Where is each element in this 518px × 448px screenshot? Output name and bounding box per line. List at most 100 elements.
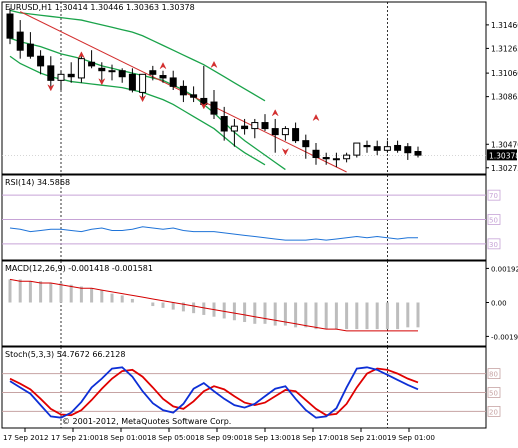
candle-body <box>251 122 259 130</box>
x-axis-label: 17 Sep 21:00 <box>51 433 99 442</box>
macd-tick-label: 0.001921 <box>491 265 518 273</box>
candle-body <box>353 142 361 156</box>
candle-body <box>77 58 85 79</box>
rsi-level-label: 50 <box>489 217 498 225</box>
candle <box>312 143 320 165</box>
candle <box>322 152 330 165</box>
candle-body <box>16 31 24 51</box>
candle-body <box>128 73 136 91</box>
candle-body <box>312 149 320 159</box>
fractal-up-marker <box>159 62 167 70</box>
candle <box>332 152 340 168</box>
candle-body <box>26 43 34 57</box>
bollinger-middle <box>9 37 286 171</box>
candle-body <box>230 125 238 132</box>
candle <box>139 73 147 99</box>
bollinger-upper <box>9 9 266 102</box>
candle <box>414 146 422 158</box>
candle <box>394 140 402 153</box>
rsi-level-label: 30 <box>489 241 498 249</box>
candle <box>404 143 412 160</box>
pane-frame <box>1 260 487 347</box>
candle-body <box>179 85 187 96</box>
macd-tick-label: 0.00 <box>491 300 507 308</box>
stoch-level-box <box>487 387 501 398</box>
candle <box>128 68 136 93</box>
pane-frame <box>1 1 487 175</box>
price-tick-label: 1.31265 <box>491 44 518 53</box>
price-tick-label: 1.30275 <box>491 164 518 173</box>
candle <box>47 56 55 87</box>
candle-body <box>108 70 116 73</box>
stoch-level-label: 80 <box>489 371 498 379</box>
candle <box>271 118 279 153</box>
x-axis-label: 18 Sep 01:00 <box>99 433 147 442</box>
candle <box>179 80 187 103</box>
candle <box>16 20 24 59</box>
candle <box>363 140 371 153</box>
candle-body <box>383 146 391 151</box>
candle <box>26 32 34 59</box>
price-tick-label: 1.31460 <box>491 21 518 30</box>
candle-body <box>159 75 167 79</box>
candle-body <box>322 157 330 160</box>
candle <box>57 70 65 90</box>
candle <box>302 134 310 159</box>
candle <box>200 65 208 107</box>
candle <box>98 62 106 81</box>
pane-frame <box>1 174 487 261</box>
x-axis-label: 18 Sep 17:00 <box>291 433 339 442</box>
candle <box>241 118 249 135</box>
candle <box>108 64 116 81</box>
rsi-level-box <box>487 238 501 250</box>
candle-body <box>88 61 96 67</box>
stoch-level-label: 50 <box>489 390 498 398</box>
rsi-pane-label: RSI(14) 34.5868 <box>5 178 71 187</box>
last-price-box <box>487 149 517 161</box>
x-axis-label: 17 Sep 2012 <box>3 433 49 442</box>
macd-pane-label: MACD(12,26,9) -0.001418 -0.001581 <box>5 264 153 273</box>
candle-body <box>414 151 422 156</box>
last-price-label: 1.30378 <box>489 151 518 160</box>
candle-body <box>6 13 14 39</box>
candle <box>292 122 300 144</box>
fractal-up-marker <box>312 113 320 122</box>
candle <box>210 90 218 119</box>
stoch-main-line <box>9 366 419 419</box>
price-tick-label: 1.30865 <box>491 93 518 102</box>
candle-body <box>394 144 402 151</box>
stoch-level-box <box>487 405 501 417</box>
candle <box>37 50 45 75</box>
candle <box>251 118 259 139</box>
price-tick-label: 1.30470 <box>491 140 518 149</box>
price-tick-label: 1.31060 <box>491 69 518 78</box>
candle <box>230 118 238 147</box>
candle <box>220 106 228 141</box>
macd-tick-label: -0.00191 <box>491 333 518 341</box>
fractal-down-marker <box>138 94 147 103</box>
rsi-line <box>9 226 418 241</box>
stoch-pane-label: Stoch(5,3,3) 54.7672 66.2128 <box>5 350 126 359</box>
rsi-level-label: 70 <box>489 192 498 200</box>
candle-body <box>37 55 45 67</box>
candle-body <box>67 73 75 78</box>
candle <box>77 56 85 83</box>
candle-body <box>281 128 289 136</box>
pane-frame <box>1 346 487 429</box>
copyright-text: © 2001-2012, MetaQuotes Software Corp. <box>62 417 232 426</box>
rsi-level-box <box>487 189 501 201</box>
candle-body <box>363 144 371 148</box>
x-axis-label: 18 Sep 05:00 <box>147 433 195 442</box>
stoch-level-box <box>487 368 501 380</box>
fractal-up-marker <box>271 109 279 117</box>
fractal-down-marker <box>281 147 290 156</box>
x-axis-label: 18 Sep 09:00 <box>195 433 243 442</box>
candle <box>281 126 289 141</box>
x-axis-label: 18 Sep 13:00 <box>243 433 291 442</box>
candle-body <box>373 146 381 151</box>
fractal-up-marker <box>210 60 218 69</box>
candle <box>383 140 391 153</box>
candle-body <box>57 73 65 81</box>
